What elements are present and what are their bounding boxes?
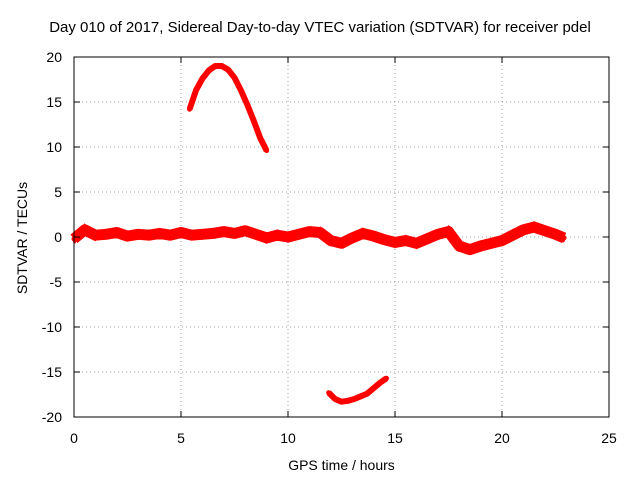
data-point <box>244 102 250 108</box>
data-point <box>561 235 567 241</box>
y-tick-label: -5 <box>50 274 63 290</box>
y-tick-label: 15 <box>46 94 62 110</box>
data-point <box>264 235 270 241</box>
x-tick-label: 15 <box>387 430 403 446</box>
data-point <box>488 240 494 246</box>
y-tick-label: 5 <box>54 184 62 200</box>
data-point <box>146 232 152 238</box>
data-point <box>103 231 109 237</box>
data-point <box>238 87 244 93</box>
data-point <box>232 75 237 81</box>
data-point <box>285 234 291 240</box>
data-point <box>157 230 163 236</box>
y-tick-label: 0 <box>54 229 62 245</box>
data-point <box>210 230 216 236</box>
data-point <box>332 396 338 402</box>
data-point <box>413 240 419 246</box>
data-point <box>212 63 218 69</box>
data-point <box>274 232 280 238</box>
y-tick-label: -20 <box>42 409 62 425</box>
x-axis-label: GPS time / hours <box>288 457 395 473</box>
data-point <box>339 399 344 405</box>
data-point <box>510 232 516 238</box>
data-point <box>403 238 409 244</box>
y-tick-label: -10 <box>42 319 62 335</box>
data-point <box>225 67 231 73</box>
data-point <box>467 247 473 253</box>
y-tick-label: 20 <box>46 49 62 65</box>
data-point <box>251 118 257 124</box>
data-point <box>345 398 351 404</box>
data-point <box>221 229 227 235</box>
data-point <box>364 391 370 397</box>
data-point <box>351 396 357 402</box>
data-point <box>360 230 366 236</box>
data-point <box>435 231 441 237</box>
data-point <box>371 385 377 391</box>
data-point <box>553 231 558 237</box>
data-point <box>371 233 377 239</box>
data-point <box>328 238 334 244</box>
data-point <box>253 231 259 237</box>
data-point <box>349 235 355 241</box>
x-tick-label: 5 <box>177 430 185 446</box>
data-point <box>114 230 120 235</box>
data-point <box>339 240 344 246</box>
data-point <box>189 232 195 238</box>
x-tick-label: 0 <box>70 430 78 446</box>
data-point <box>264 148 270 154</box>
data-point <box>456 243 462 249</box>
data-point <box>326 390 332 396</box>
tick-labels: 0 5 10 15 20 25 -20 -15 -10 -5 0 5 10 15 20 <box>42 49 617 446</box>
data-point <box>542 228 548 234</box>
series-line-1-texture <box>72 220 566 252</box>
data-point <box>424 236 430 242</box>
data-point <box>82 227 88 233</box>
data-point <box>520 227 526 233</box>
data-point <box>92 232 98 238</box>
data-point <box>187 106 193 112</box>
data-point <box>135 231 141 237</box>
x-tick-label: 20 <box>494 430 510 446</box>
data-point <box>167 232 173 238</box>
data-point <box>219 63 225 69</box>
data-point <box>499 238 505 244</box>
data-point <box>392 239 398 245</box>
y-axis-label: SDTVAR / TECUs <box>14 181 30 295</box>
data-point <box>125 233 130 239</box>
data-point <box>178 230 184 235</box>
data-point <box>257 135 263 141</box>
data-point <box>531 224 537 230</box>
data-point <box>383 375 389 381</box>
data-point <box>232 230 237 236</box>
chart-title: Day 010 of 2017, Sidereal Day-to-day VTE… <box>49 19 591 36</box>
data-point <box>478 243 484 249</box>
data-point <box>296 231 302 237</box>
series-line-3 <box>326 375 389 405</box>
data-point <box>317 230 323 235</box>
series-layer <box>70 63 567 405</box>
x-tick-label: 25 <box>601 430 617 446</box>
y-tick-label: -15 <box>42 364 62 380</box>
data-point <box>306 229 312 235</box>
x-tick-label: 10 <box>280 430 296 446</box>
y-tick-label: 10 <box>46 139 62 155</box>
data-point <box>199 76 205 82</box>
data-point <box>358 393 364 399</box>
data-point <box>377 380 383 386</box>
data-point <box>193 87 199 93</box>
data-point <box>446 229 451 235</box>
axis-ticks <box>73 56 610 418</box>
data-point <box>381 237 387 243</box>
data-point <box>199 231 205 237</box>
data-point <box>242 228 248 234</box>
data-point <box>206 68 212 73</box>
